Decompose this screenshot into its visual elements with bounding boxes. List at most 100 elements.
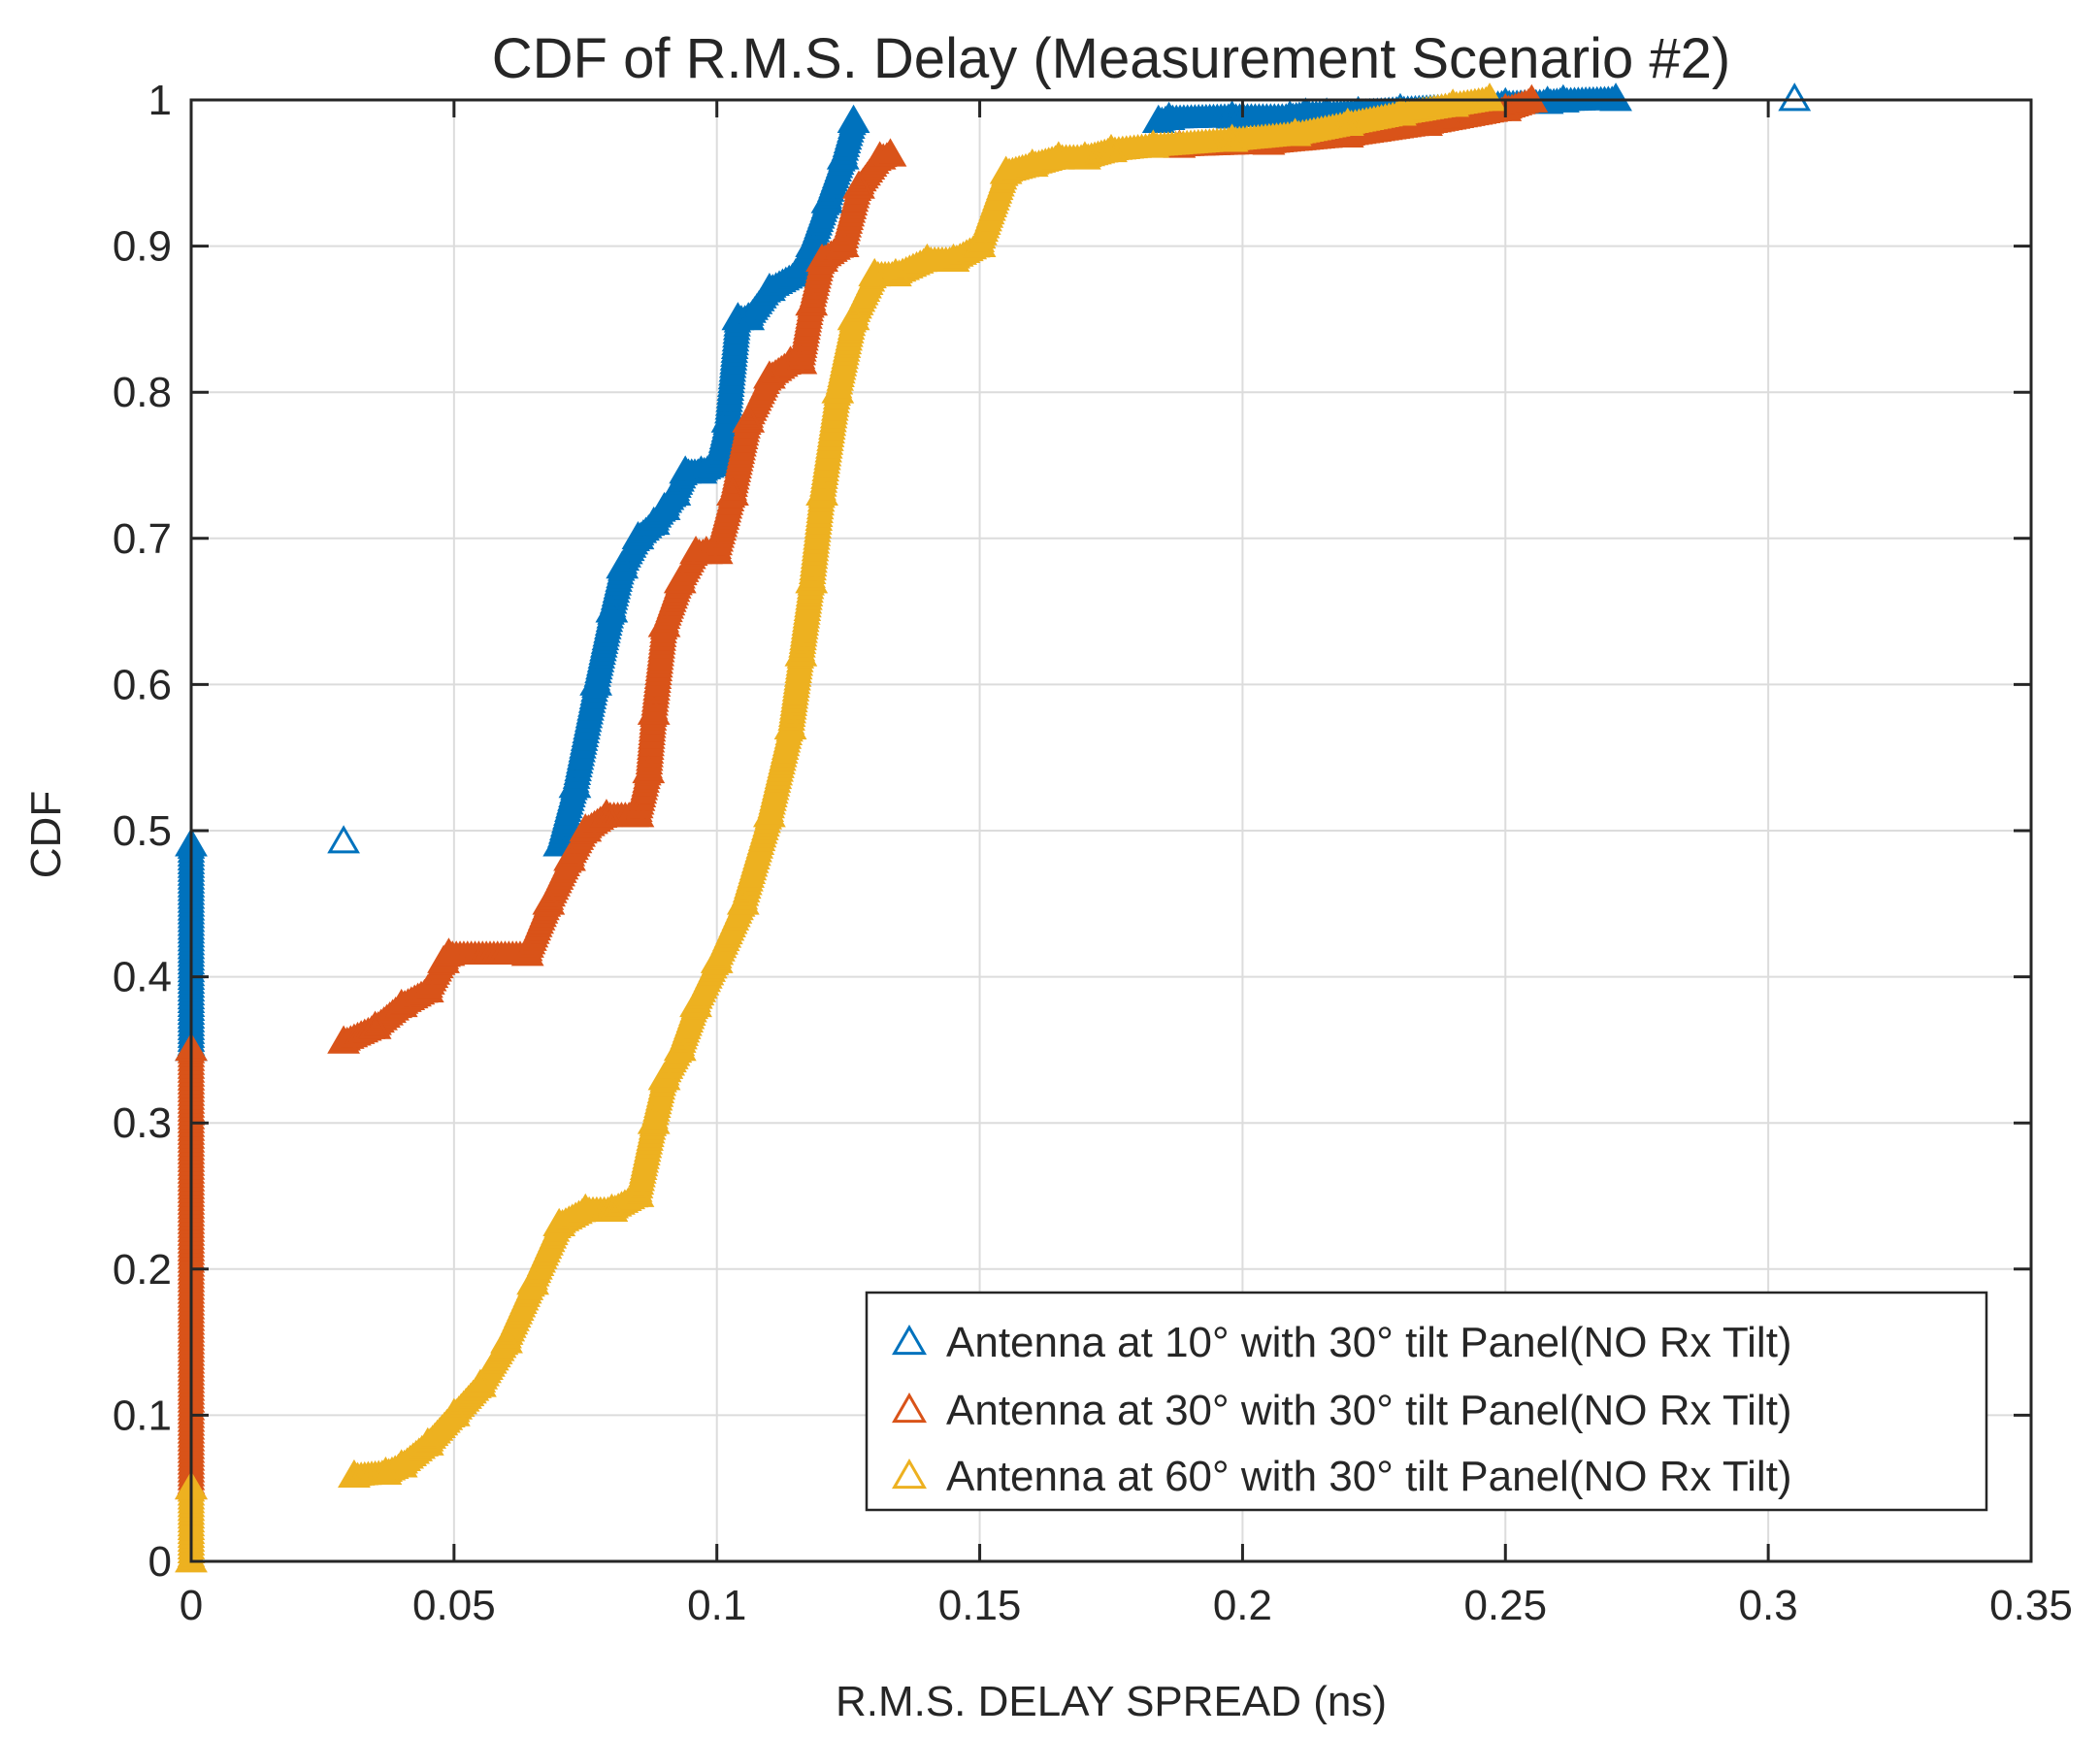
- cdf-point: [679, 988, 712, 1018]
- cdf-point: [621, 520, 655, 550]
- legend-marker-antenna-10deg: [891, 1325, 928, 1356]
- y-tick-label: 0.1: [113, 1392, 172, 1439]
- cdf-marker-fill: [1601, 85, 1630, 110]
- cdf-point: [1330, 107, 1364, 136]
- cdf-point: [826, 228, 860, 257]
- cdf-point: [1436, 88, 1470, 117]
- legend-box: [865, 1291, 1988, 1512]
- cdf-point: [1384, 97, 1417, 126]
- legend-label-30deg: Antenna at 30° with 30° tilt Panel(NO Rx…: [946, 1387, 1792, 1434]
- cdf-point: [773, 710, 807, 739]
- cdf-point: [710, 404, 744, 433]
- cdf-marker-fill: [1475, 85, 1504, 110]
- cdf-point: [542, 828, 576, 857]
- cdf-point: [963, 228, 997, 257]
- x-tick-label: 0.35: [1989, 1582, 2073, 1629]
- cdf-point: [516, 1266, 550, 1295]
- x-tick-label: 0.05: [412, 1582, 496, 1629]
- cdf-point: [784, 345, 818, 375]
- cdf-point: [858, 257, 892, 287]
- cdf-point: [821, 375, 855, 404]
- cdf-point: [658, 476, 692, 506]
- y-tick-label: 0.6: [113, 661, 172, 708]
- cdf-point: [327, 825, 360, 854]
- y-tick-label: 0.7: [113, 515, 172, 563]
- cdf-point: [700, 536, 734, 565]
- cdf-point: [595, 594, 629, 623]
- cdf-point: [590, 799, 623, 828]
- cdf-point: [726, 886, 760, 915]
- cdf-point: [989, 155, 1023, 184]
- y-tick-label: 0.3: [113, 1099, 172, 1147]
- cdf-point: [358, 1010, 392, 1039]
- y-ticks: 0 0.1 0.2 0.3 0.4 0.5 0.6 0.7 0.8 0.9 1: [113, 77, 2031, 1586]
- cdf-point: [1041, 141, 1075, 170]
- cdf-point: [632, 754, 666, 784]
- x-tick-label: 0.1: [687, 1582, 746, 1629]
- cdf-point: [779, 257, 812, 287]
- x-tick-label: 0.15: [938, 1582, 1022, 1629]
- cdf-point: [490, 1325, 523, 1354]
- cdf-point: [752, 799, 786, 828]
- cdf-point: [1015, 147, 1049, 178]
- cdf-point: [842, 170, 875, 199]
- cdf-point: [384, 1449, 418, 1478]
- cdf-point: [437, 1397, 471, 1426]
- cdf-point: [464, 1368, 497, 1397]
- cdf-point: [410, 973, 444, 1003]
- cdf-point: [569, 813, 603, 842]
- series-antenna-60deg: [175, 82, 1506, 1573]
- cdf-point: [510, 937, 544, 967]
- cdf-point: [1152, 101, 1186, 130]
- x-tick-label: 0.25: [1463, 1582, 1547, 1629]
- x-tick-label: 0.2: [1213, 1582, 1272, 1629]
- cdf-point: [558, 770, 592, 799]
- cdf-point: [1141, 104, 1175, 133]
- cdf-point: [637, 1105, 671, 1134]
- cdf-point: [716, 476, 749, 506]
- y-tick-label: 0.5: [113, 807, 172, 855]
- cdf-point: [569, 1193, 603, 1222]
- cdf-point: [1095, 133, 1128, 163]
- cdf-point: [410, 1426, 444, 1456]
- cdf-point: [647, 608, 681, 638]
- cdf-point: [1068, 141, 1101, 170]
- cdf-point: [637, 696, 671, 725]
- cdf-point: [878, 257, 912, 287]
- cdf-point: [700, 447, 734, 476]
- x-ticks: 0 0.05 0.1 0.15 0.2 0.25 0.3 0.35: [180, 100, 2073, 1629]
- x-tick-label: 0: [180, 1582, 203, 1629]
- cdf-point: [936, 243, 970, 273]
- legend-markers: [891, 1325, 928, 1490]
- cdf-point: [873, 138, 907, 167]
- y-tick-label: 1: [148, 77, 172, 124]
- cdf-point: [700, 944, 734, 973]
- cdf-point: [553, 842, 586, 871]
- cdf-point: [1778, 82, 1812, 112]
- cdf-point: [384, 988, 418, 1018]
- cdf-point: [1136, 129, 1170, 158]
- cdf-point: [805, 243, 838, 273]
- cdf-point: [752, 272, 786, 302]
- cdf-point: [1278, 117, 1312, 147]
- cdf-point: [579, 667, 613, 696]
- cdf-point: [1473, 82, 1506, 112]
- cdf-point: [810, 184, 844, 213]
- cdf-point: [542, 1207, 576, 1236]
- cdf-point: [663, 565, 697, 594]
- cdf-point: [910, 243, 944, 273]
- y-tick-label: 0: [148, 1538, 172, 1586]
- y-axis-label: CDF: [22, 791, 70, 878]
- y-tick-label: 0.4: [113, 954, 172, 1001]
- cdf-point: [432, 937, 466, 967]
- cdf-point: [532, 886, 566, 915]
- cdf-point: [175, 1544, 208, 1573]
- chart-title: CDF of R.M.S. Delay (Measurement Scenari…: [492, 27, 1730, 90]
- cdf-point: [647, 1062, 681, 1091]
- cdf-point: [1599, 82, 1632, 112]
- cdf-point: [826, 141, 860, 170]
- cdf-point: [369, 1456, 403, 1486]
- cdf-point: [1215, 123, 1249, 152]
- cdf-point: [732, 302, 766, 331]
